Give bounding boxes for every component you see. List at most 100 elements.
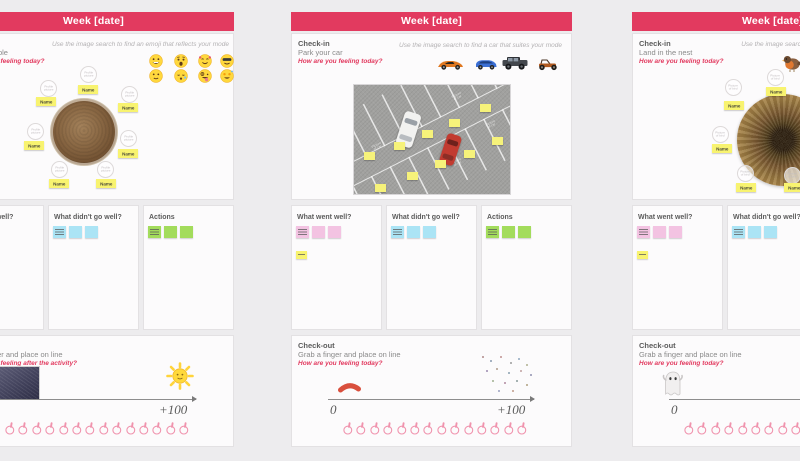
finger-marker-row[interactable] — [684, 422, 800, 435]
emoji-sleepy-icon[interactable] — [174, 69, 188, 83]
checkout-title: Check-out — [298, 341, 335, 350]
checkout-prompt: How are you feeling after the activity? — [0, 360, 78, 367]
finger-marker-row[interactable] — [343, 422, 527, 435]
sticky-note[interactable] — [391, 226, 404, 238]
finger-marker-icon — [58, 422, 68, 435]
sticky-note[interactable] — [502, 226, 515, 238]
name-sticky[interactable] — [364, 152, 375, 160]
name-sticky[interactable] — [435, 160, 446, 168]
name-sticky[interactable] — [492, 137, 503, 145]
board-header[interactable]: Week [date] — [291, 12, 572, 31]
orange-buggy-icon[interactable] — [535, 56, 561, 76]
name-sticky[interactable]: Name — [118, 103, 138, 112]
picture-of-bird-placeholder[interactable]: Picture of bird — [712, 126, 729, 143]
sticky-note[interactable] — [328, 226, 341, 238]
sticky-note[interactable] — [732, 226, 745, 238]
emoji-anguished-icon[interactable] — [174, 54, 188, 68]
name-sticky[interactable] — [394, 142, 405, 150]
sticky-note[interactable] — [669, 226, 682, 238]
round-table-image[interactable] — [51, 99, 117, 165]
sticky-note[interactable] — [53, 226, 66, 238]
parking-lot-photo[interactable]: Picture of car Picture of car Picture of… — [353, 84, 511, 195]
emoji-zany-icon[interactable] — [198, 69, 212, 83]
column-label: Actions — [149, 214, 175, 221]
finger-marker-icon — [112, 422, 122, 435]
sticky-note[interactable] — [637, 226, 650, 238]
profile-picture-placeholder[interactable]: Profile picture — [51, 161, 68, 178]
checkout-subtitle: Grab a finger and place on line — [0, 350, 63, 359]
profile-picture-placeholder[interactable]: Profile picture — [97, 161, 114, 178]
name-sticky[interactable] — [375, 184, 386, 192]
emoji-sunglasses-icon[interactable] — [220, 54, 234, 68]
finger-marker-icon — [179, 422, 189, 435]
profile-picture-placeholder[interactable]: Profile picture — [80, 66, 97, 83]
scale-min-label: 0 — [671, 402, 678, 417]
name-sticky[interactable]: Name — [36, 97, 56, 106]
board-header[interactable]: Week [date] — [0, 12, 234, 31]
finger-marker-icon — [356, 422, 366, 435]
profile-picture-placeholder[interactable]: Profile picture — [40, 80, 57, 97]
name-sticky[interactable]: Name — [784, 183, 800, 192]
sticky-note[interactable] — [748, 226, 761, 238]
sticky-note[interactable] — [148, 226, 161, 238]
name-sticky[interactable] — [464, 150, 475, 158]
name-sticky[interactable]: Name — [24, 141, 44, 150]
orange-sports-car-icon[interactable] — [437, 56, 464, 76]
sticky-note[interactable] — [518, 226, 531, 238]
mini-sticky-note[interactable] — [637, 251, 648, 259]
column-went-well: What went well? — [0, 205, 44, 330]
profile-picture-placeholder[interactable]: Profile picture — [27, 123, 44, 140]
name-sticky[interactable]: Name — [118, 149, 138, 158]
board-header[interactable]: Week [date] — [632, 12, 800, 31]
storm-picture[interactable] — [0, 366, 40, 400]
name-sticky[interactable] — [407, 172, 418, 180]
red-frown-icon[interactable] — [338, 380, 361, 398]
mini-sticky-note[interactable] — [296, 251, 307, 259]
board-nest: Week [date] Check-in Land in the nest Ho… — [632, 12, 800, 448]
column-didnt-go-well: What didn't go well? — [386, 205, 477, 330]
sticky-note[interactable] — [407, 226, 420, 238]
profile-picture-placeholder[interactable]: Profile picture — [121, 86, 138, 103]
sticky-note[interactable] — [69, 226, 82, 238]
name-sticky[interactable] — [480, 104, 491, 112]
checkin-hint: Use the image search to find a car that … — [399, 42, 562, 49]
name-sticky[interactable]: Name — [712, 144, 732, 153]
finger-marker-row[interactable] — [5, 422, 189, 435]
picture-of-bird-placeholder[interactable]: Picture of bird — [784, 167, 800, 184]
finger-marker-icon — [383, 422, 393, 435]
black-jeep-icon[interactable] — [500, 54, 530, 76]
blue-compact-car-icon[interactable] — [474, 56, 498, 76]
picture-of-bird-placeholder[interactable]: Picture of bird — [767, 69, 784, 86]
sun-icon[interactable] — [166, 362, 194, 395]
name-sticky[interactable]: Name — [724, 101, 744, 110]
sticky-note[interactable] — [764, 226, 777, 238]
sticky-note[interactable] — [312, 226, 325, 238]
name-sticky[interactable]: Name — [736, 183, 756, 192]
name-sticky[interactable]: Name — [766, 87, 786, 96]
scale-min-label: 0 — [330, 402, 337, 417]
name-sticky[interactable]: Name — [78, 85, 98, 94]
emoji-smiling-hearts-icon[interactable] — [198, 54, 212, 68]
profile-picture-placeholder[interactable]: Profile picture — [120, 130, 137, 147]
confetti-dots[interactable] — [482, 356, 484, 358]
sticky-note[interactable] — [423, 226, 436, 238]
name-sticky[interactable] — [422, 130, 433, 138]
sticky-note[interactable] — [296, 226, 309, 238]
ghost-icon[interactable] — [661, 370, 685, 403]
robin-bird-icon[interactable] — [781, 51, 800, 78]
emoji-star-struck-icon[interactable] — [220, 69, 234, 83]
column-didnt-go-well: What didn't go well? — [48, 205, 139, 330]
sticky-note[interactable] — [653, 226, 666, 238]
sticky-note[interactable] — [486, 226, 499, 238]
name-sticky[interactable]: Name — [96, 179, 116, 188]
emoji-grinning-icon[interactable] — [149, 54, 163, 68]
name-sticky[interactable]: Name — [49, 179, 69, 188]
emoji-slight-smile-icon[interactable] — [149, 69, 163, 83]
picture-of-bird-placeholder[interactable]: Picture of bird — [737, 165, 754, 182]
picture-of-bird-placeholder[interactable]: Picture of bird — [725, 79, 742, 96]
name-sticky[interactable] — [449, 119, 460, 127]
sticky-note[interactable] — [85, 226, 98, 238]
sticky-note[interactable] — [180, 226, 193, 238]
sticky-note[interactable] — [164, 226, 177, 238]
